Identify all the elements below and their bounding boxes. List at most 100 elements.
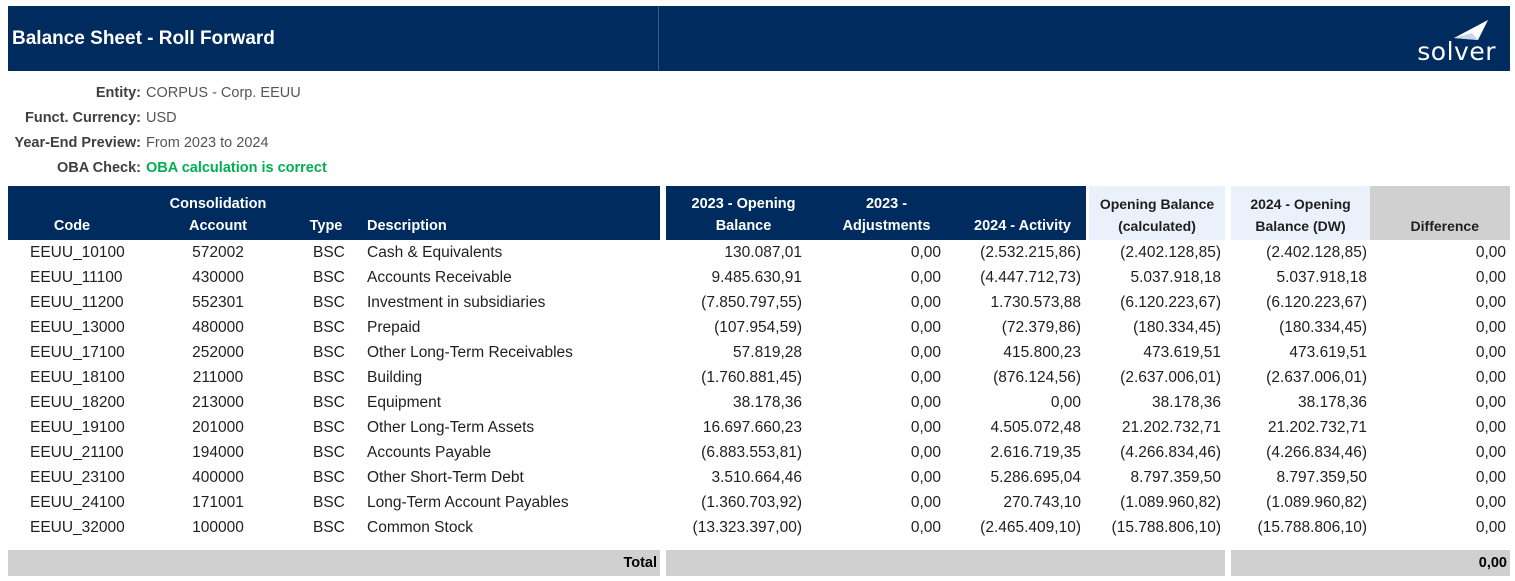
col-header-difference[interactable]: Difference bbox=[1370, 186, 1510, 240]
currency-value: USD bbox=[146, 110, 177, 126]
cell-code: EEUU_17100 bbox=[30, 344, 125, 361]
col-header-code[interactable]: Code bbox=[8, 186, 146, 240]
cell-difference: 0,00 bbox=[1475, 444, 1506, 461]
col-header-adjustments-2023[interactable]: 2023 - Adjustments bbox=[807, 186, 946, 240]
cell-type: BSC bbox=[313, 444, 345, 461]
table-row[interactable]: EEUU_18200 213000 BSC Equipment 38.178,36 0,0… bbox=[8, 390, 1510, 415]
col-header-calculated[interactable]: Opening Balance (calculated) bbox=[1089, 186, 1225, 240]
cell-opening: (107.954,59) bbox=[714, 319, 802, 336]
cell-code: EEUU_21100 bbox=[30, 444, 124, 461]
table-row[interactable]: EEUU_21100 194000 BSC Accounts Payable (6.88… bbox=[8, 440, 1510, 465]
table-row[interactable]: EEUU_24100 171001 BSC Long-Term Account Pay… bbox=[8, 490, 1510, 515]
cell-account: 171001 bbox=[192, 494, 244, 511]
cell-description: Equipment bbox=[367, 394, 442, 411]
cell-type: BSC bbox=[313, 419, 345, 436]
cell-dw: (2.402.128,85) bbox=[1266, 244, 1367, 261]
col-header-activity-2024[interactable]: 2024 - Activity bbox=[946, 186, 1086, 240]
cell-account: 552301 bbox=[192, 294, 244, 311]
cell-calculated: (1.089.960,82) bbox=[1120, 494, 1221, 511]
col-header-description[interactable]: Description bbox=[350, 186, 660, 240]
table-row[interactable]: EEUU_17100 252000 BSC Other Long-Term Recei… bbox=[8, 340, 1510, 365]
cell-adjustments: 0,00 bbox=[910, 269, 941, 286]
cell-opening: 9.485.630,91 bbox=[711, 269, 802, 286]
logo-text: solver bbox=[1417, 37, 1496, 66]
cell-activity: 2.616.719,35 bbox=[990, 444, 1081, 461]
cell-dw: (2.637.006,01) bbox=[1266, 369, 1367, 386]
table-body: EEUU_10100 572002 BSC Cash & Equivalents 130… bbox=[8, 240, 1510, 540]
total-row: Total 0,00 bbox=[8, 550, 1510, 576]
cell-adjustments: 0,00 bbox=[910, 469, 941, 486]
cell-description: Accounts Payable bbox=[367, 444, 492, 461]
cell-opening: (1.760.881,45) bbox=[701, 369, 802, 386]
cell-account: 201000 bbox=[192, 419, 244, 436]
cell-difference: 0,00 bbox=[1475, 469, 1506, 486]
entity-value[interactable]: CORPUS - Corp. EEUU bbox=[146, 85, 301, 101]
cell-opening: 57.819,28 bbox=[733, 344, 802, 361]
cell-type: BSC bbox=[313, 319, 345, 336]
table-row[interactable]: EEUU_32000 100000 BSC Common Stock (13.323.3… bbox=[8, 515, 1510, 540]
cell-opening: (7.850.797,55) bbox=[701, 294, 802, 311]
currency-label: Funct. Currency: bbox=[24, 110, 141, 126]
entity-label: Entity: bbox=[95, 85, 141, 101]
entity-row: Entity: CORPUS - Corp. EEUU bbox=[8, 82, 408, 107]
table-row[interactable]: EEUU_18100 211000 BSC Building (1.760.881,45… bbox=[8, 365, 1510, 390]
table-row[interactable]: EEUU_13000 480000 BSC Prepaid (107.954,59) 0,… bbox=[8, 315, 1510, 340]
cell-adjustments: 0,00 bbox=[910, 319, 941, 336]
cell-description: Investment in subsidiaries bbox=[367, 294, 546, 311]
cell-opening: 38.178,36 bbox=[733, 394, 802, 411]
cell-adjustments: 0,00 bbox=[910, 519, 941, 536]
cell-account: 211000 bbox=[192, 369, 244, 386]
cell-description: Other Short-Term Debt bbox=[367, 469, 524, 486]
currency-row: Funct. Currency: USD bbox=[8, 107, 408, 132]
col-header-type[interactable]: Type bbox=[290, 186, 350, 240]
cell-code: EEUU_19100 bbox=[30, 419, 125, 436]
cell-description: Long-Term Account Payables bbox=[367, 494, 569, 511]
cell-opening: (1.360.703,92) bbox=[701, 494, 802, 511]
report-title: Balance Sheet - Roll Forward bbox=[12, 28, 275, 49]
cell-dw: (4.266.834,46) bbox=[1266, 444, 1367, 461]
cell-difference: 0,00 bbox=[1475, 244, 1506, 261]
table-row[interactable]: EEUU_11100 430000 BSC Accounts Receivable 9.… bbox=[8, 265, 1510, 290]
cell-difference: 0,00 bbox=[1475, 344, 1506, 361]
cell-adjustments: 0,00 bbox=[910, 419, 941, 436]
table-header: Code Consolidation Account Type Descript… bbox=[8, 186, 1510, 240]
cell-dw: 473.619,51 bbox=[1289, 344, 1367, 361]
cell-opening: 3.510.664,46 bbox=[711, 469, 802, 486]
table-row[interactable]: EEUU_11200 552301 BSC Investment in subsidi… bbox=[8, 290, 1510, 315]
cell-difference: 0,00 bbox=[1475, 319, 1506, 336]
cell-account: 100000 bbox=[192, 519, 244, 536]
cell-account: 252000 bbox=[192, 344, 244, 361]
cell-account: 430000 bbox=[192, 269, 244, 286]
table-row[interactable]: EEUU_19100 201000 BSC Other Long-Term Asset… bbox=[8, 415, 1510, 440]
cell-code: EEUU_32000 bbox=[30, 519, 125, 536]
cell-account: 213000 bbox=[192, 394, 244, 411]
cell-type: BSC bbox=[313, 519, 345, 536]
year-end-row: Year-End Preview: From 2023 to 2024 bbox=[8, 132, 408, 157]
cell-difference: 0,00 bbox=[1475, 294, 1506, 311]
col-header-opening-dw[interactable]: 2024 - Opening Balance (DW) bbox=[1231, 186, 1370, 240]
cell-type: BSC bbox=[313, 244, 345, 261]
cell-code: EEUU_23100 bbox=[30, 469, 125, 486]
cell-activity: 1.730.573,88 bbox=[990, 294, 1081, 311]
year-end-label: Year-End Preview: bbox=[14, 135, 141, 151]
report-banner: Balance Sheet - Roll Forward solver bbox=[8, 6, 1510, 71]
cell-dw: 5.037.918,18 bbox=[1276, 269, 1367, 286]
cell-dw: 21.202.732,71 bbox=[1267, 419, 1367, 436]
cell-activity: 270.743,10 bbox=[1003, 494, 1081, 511]
cell-calculated: (6.120.223,67) bbox=[1120, 294, 1221, 311]
cell-difference: 0,00 bbox=[1475, 369, 1506, 386]
cell-dw: (180.334,45) bbox=[1279, 319, 1367, 336]
cell-difference: 0,00 bbox=[1475, 519, 1506, 536]
cell-dw: (1.089.960,82) bbox=[1266, 494, 1367, 511]
cell-dw: (15.788.806,10) bbox=[1257, 519, 1367, 536]
cell-code: EEUU_10100 bbox=[30, 244, 125, 261]
oba-check-status: OBA calculation is correct bbox=[146, 160, 327, 176]
table-row[interactable]: EEUU_10100 572002 BSC Cash & Equivalents 130… bbox=[8, 240, 1510, 265]
cell-calculated: 38.178,36 bbox=[1152, 394, 1221, 411]
col-header-opening-2023[interactable]: 2023 - Opening Balance bbox=[666, 186, 807, 240]
col-header-account[interactable]: Consolidation Account bbox=[146, 186, 290, 240]
banner-title-cell: Balance Sheet - Roll Forward bbox=[8, 6, 659, 71]
roll-forward-table: Code Consolidation Account Type Descript… bbox=[8, 186, 1510, 576]
table-row[interactable]: EEUU_23100 400000 BSC Other Short-Term Debt… bbox=[8, 465, 1510, 490]
logo-mark-icon bbox=[1454, 20, 1488, 40]
